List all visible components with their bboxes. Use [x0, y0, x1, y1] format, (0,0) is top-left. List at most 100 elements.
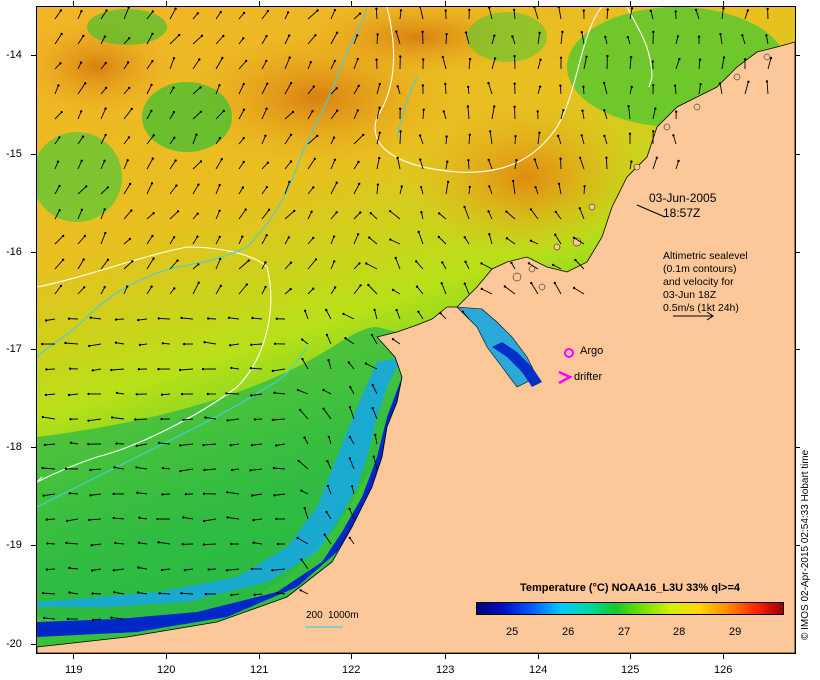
velocity-vector	[54, 85, 59, 95]
velocity-vector	[324, 534, 332, 545]
velocity-vector	[582, 86, 585, 95]
velocity-vector-head	[446, 160, 449, 163]
velocity-vector-head	[652, 130, 655, 133]
velocity-vector-head	[113, 591, 116, 594]
velocity-vector	[307, 135, 318, 145]
velocity-vector	[54, 285, 62, 295]
velocity-vector	[399, 131, 402, 145]
velocity-vector-head	[83, 234, 87, 238]
velocity-vector-head	[378, 156, 381, 160]
velocity-vector	[301, 339, 309, 345]
velocity-vector	[560, 31, 563, 45]
velocity-vector	[100, 62, 107, 70]
velocity-vector	[284, 57, 291, 70]
velocity-vector-head	[741, 34, 744, 37]
velocity-vector-head	[80, 110, 83, 113]
velocity-vector-head	[225, 392, 228, 395]
velocity-vector	[215, 158, 223, 170]
velocity-vector	[89, 343, 102, 347]
velocity-vector-head	[672, 134, 675, 137]
lon-tick-label: 122	[342, 664, 361, 676]
velocity-vector	[395, 31, 401, 45]
velocity-vector-head	[247, 259, 250, 262]
velocity-vector-head	[581, 109, 584, 112]
velocity-vector	[721, 8, 724, 20]
velocity-vector-head	[326, 460, 329, 463]
velocity-vector	[136, 466, 148, 470]
velocity-vector	[397, 86, 401, 95]
velocity-vector-head	[138, 343, 142, 347]
velocity-vector	[231, 593, 240, 596]
velocity-vector-head	[344, 337, 347, 340]
velocity-vector-head	[182, 418, 185, 422]
velocity-vector	[113, 517, 125, 520]
velocity-vector	[274, 392, 286, 395]
velocity-vector-head	[241, 186, 245, 189]
velocity-vector-head	[574, 258, 577, 262]
velocity-vector-head	[378, 106, 381, 110]
velocity-vector-head	[158, 441, 161, 445]
velocity-vector	[301, 490, 309, 495]
timestamp-pointer	[636, 204, 666, 218]
velocity-vector-head	[242, 136, 245, 140]
velocity-vector	[698, 84, 702, 95]
velocity-vector	[69, 567, 79, 570]
velocity-vector	[744, 10, 749, 20]
velocity-vector	[419, 135, 424, 145]
velocity-vector-head	[79, 61, 83, 64]
velocity-vector	[90, 468, 102, 471]
velocity-vector	[558, 7, 562, 20]
velocity-vector	[284, 288, 291, 295]
velocity-vector-head	[562, 109, 565, 112]
velocity-vector	[123, 286, 128, 295]
velocity-vector-head	[333, 8, 337, 12]
velocity-vector-head	[293, 209, 296, 213]
velocity-vector-head	[529, 239, 533, 242]
velocity-vector-head	[67, 393, 71, 397]
velocity-vector-head	[417, 230, 420, 234]
velocity-vector	[284, 237, 290, 245]
velocity-vector	[744, 81, 749, 95]
velocity-vector-head	[230, 366, 233, 370]
velocity-vector	[169, 160, 176, 170]
velocity-vector-head	[130, 209, 133, 212]
lon-tick-label: 123	[436, 664, 455, 676]
velocity-vector-head	[421, 84, 425, 87]
velocity-vector	[116, 318, 125, 321]
velocity-vector-head	[533, 158, 536, 161]
velocity-vector-head	[226, 419, 229, 422]
velocity-vector	[374, 309, 378, 320]
credit-line: © IMOS 02-Apr-2015 02:54:33 Hobart time	[797, 440, 813, 640]
velocity-vector-head	[445, 33, 448, 36]
velocity-vector-head	[158, 592, 161, 595]
velocity-vector	[169, 211, 179, 220]
velocity-vector-head	[66, 617, 70, 621]
velocity-vector-head	[289, 81, 293, 85]
velocity-vector	[375, 8, 378, 20]
velocity-vector-head	[89, 468, 92, 472]
velocity-vector	[349, 537, 355, 545]
velocity-vector	[559, 85, 562, 95]
velocity-vector-head	[206, 392, 210, 396]
velocity-vector-head	[41, 466, 44, 470]
velocity-vector	[307, 288, 314, 295]
velocity-vector-head	[130, 107, 133, 111]
velocity-vector-head	[203, 468, 206, 472]
velocity-vector-head	[326, 484, 330, 488]
velocity-vector-head	[440, 282, 443, 285]
velocity-vector-head	[273, 494, 276, 497]
velocity-vector	[183, 418, 194, 421]
velocity-vector	[228, 317, 240, 320]
velocity-vector-head	[152, 212, 155, 215]
velocity-vector	[573, 237, 585, 245]
velocity-vector-head	[327, 435, 331, 439]
velocity-vector	[123, 87, 130, 95]
velocity-vector-head	[128, 182, 132, 186]
velocity-vector	[180, 468, 194, 472]
velocity-vector	[555, 211, 562, 220]
velocity-vector	[77, 186, 87, 195]
velocity-vector-head	[529, 208, 533, 211]
velocity-vector	[146, 11, 154, 20]
velocity-vector-head	[178, 33, 181, 37]
velocity-vector-head	[242, 82, 245, 86]
